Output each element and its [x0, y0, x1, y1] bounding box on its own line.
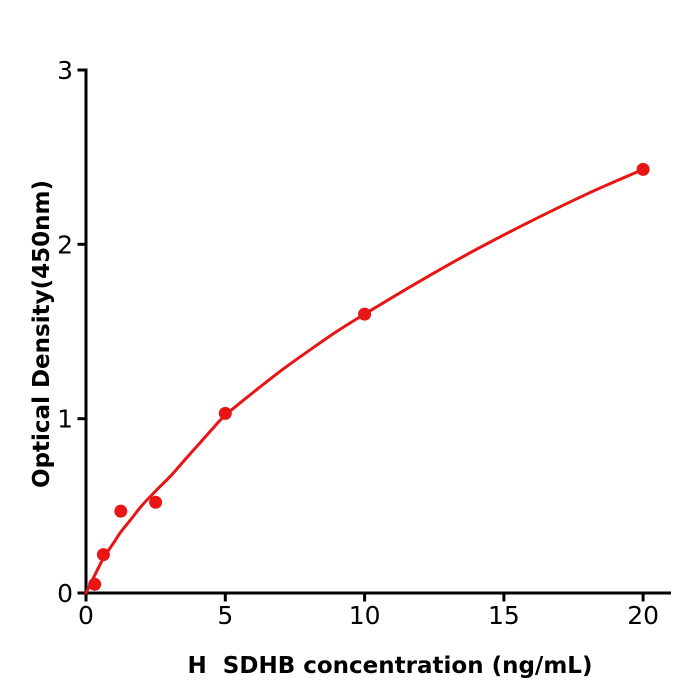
data-point	[636, 162, 650, 176]
fit-curve	[84, 167, 645, 595]
data-point	[358, 307, 372, 321]
y-tick-label: 2	[57, 230, 73, 259]
x-tick-label: 15	[488, 601, 520, 630]
data-point	[149, 495, 163, 509]
data-point	[96, 548, 110, 562]
x-tick-label: 20	[627, 601, 659, 630]
data-point	[114, 504, 128, 518]
data-point	[88, 577, 102, 591]
y-tick-label: 1	[57, 405, 73, 434]
y-tick-label: 0	[57, 579, 73, 608]
data-point	[218, 406, 232, 420]
x-axis-title: H SDHB concentration (ng/mL)	[187, 653, 593, 679]
y-axis-title: Optical Density(450nm)	[29, 180, 55, 488]
x-tick-label: 10	[349, 601, 381, 630]
x-tick-label: 0	[78, 601, 94, 630]
x-tick-label: 5	[217, 601, 233, 630]
y-tick-label: 3	[57, 56, 73, 85]
